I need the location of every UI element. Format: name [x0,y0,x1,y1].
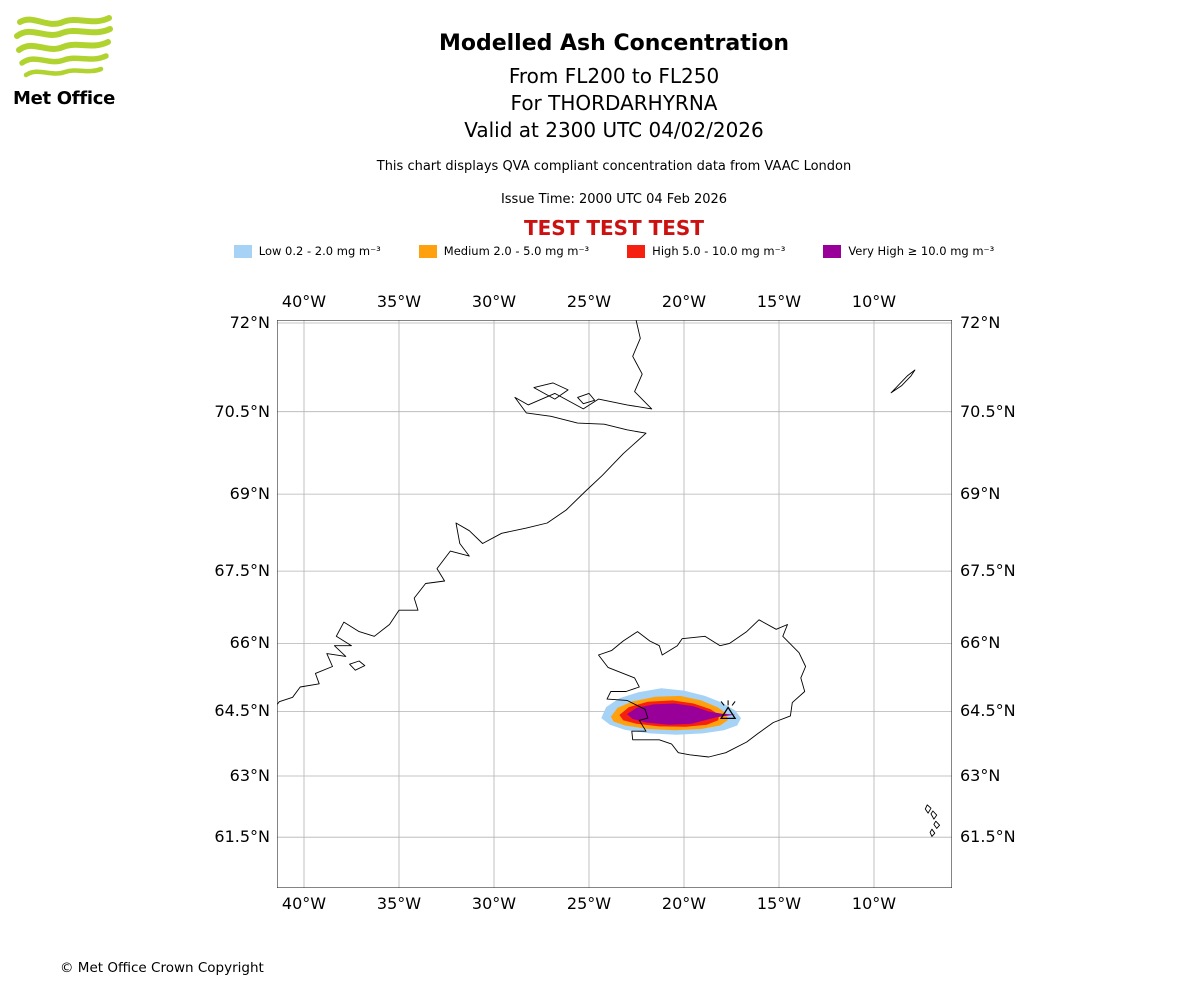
logo-wave-icon [23,66,104,78]
lon-tick-label-bottom: 20°W [661,894,707,913]
coastline-greenland [277,320,653,706]
lon-tick-label-bottom: 40°W [281,894,327,913]
volcano-marker [719,700,737,720]
lat-tick-label-right: 69°N [960,484,1001,504]
legend-swatch-high [627,244,646,258]
logo-wave-icon [14,26,113,39]
subtitle-volcano: For THORDARHYRNA [510,91,718,115]
legend-item-very_high: Very High ≥ 10.0 mg m⁻³ [823,244,994,258]
lon-tick-label-bottom: 10°W [851,894,897,913]
lon-tick-label-bottom: 25°W [566,894,612,913]
volcano-triangle-icon [719,706,737,720]
coastline-scoresby-island [577,392,596,405]
coastline-faroe-4 [929,828,936,837]
lat-tick-label-left: 72°N [229,312,270,332]
subtitle-flight-levels: From FL200 to FL250 [508,64,720,88]
test-banner: TEST TEST TEST [524,216,704,240]
legend-item-high: High 5.0 - 10.0 mg m⁻³ [627,244,785,258]
lat-tick-label-right: 64.5°N [960,701,1016,721]
logo-wave-icon [17,15,112,27]
lon-tick-label-top: 30°W [471,292,517,311]
lon-tick-label-top: 10°W [851,292,897,311]
lat-tick-label-left: 69°N [229,484,270,504]
legend-label-medium: Medium 2.0 - 5.0 mg m⁻³ [443,244,590,258]
coastline-faroe-1 [924,804,932,814]
logo-waves-icon [14,15,113,78]
lat-tick-label-left: 70.5°N [214,401,270,421]
lat-tick-label-right: 63°N [960,765,1001,785]
lon-tick-label-bottom: 15°W [756,894,802,913]
map-border [277,320,952,888]
legend-swatch-medium [418,244,437,258]
logo-wave-icon [16,39,111,53]
legend-label-high: High 5.0 - 10.0 mg m⁻³ [652,244,786,258]
page-title: Modelled Ash Concentration [438,31,790,56]
lon-tick-label-top: 15°W [756,292,802,311]
coastline-ammassalik-island [349,660,366,671]
lat-tick-label-left: 64.5°N [214,701,270,721]
volcano-eruption-rays-icon [720,700,736,706]
logo-wordmark: Met Office [13,88,116,109]
legend-item-medium: Medium 2.0 - 5.0 mg m⁻³ [418,244,590,258]
legend-item-low: Low 0.2 - 2.0 mg m⁻³ [233,244,381,258]
lat-tick-label-left: 67.5°N [214,561,270,581]
legend-label-very_high: Very High ≥ 10.0 mg m⁻³ [848,244,995,258]
copyright-notice: © Met Office Crown Copyright [60,960,264,976]
legend-swatch-low [233,244,252,258]
lat-tick-label-left: 66°N [229,633,270,653]
qva-note: This chart displays QVA compliant concen… [376,159,852,174]
coastline-jan-mayen [890,369,916,394]
lat-tick-label-right: 61.5°N [960,827,1016,847]
issue-time: Issue Time: 2000 UTC 04 Feb 2026 [500,192,728,207]
lon-tick-label-top: 40°W [281,292,327,311]
legend: Low 0.2 - 2.0 mg m⁻³ Medium 2.0 - 5.0 mg … [14,244,1200,258]
legend-swatch-very_high [823,244,842,258]
ash-map [277,320,952,888]
ash-contour-very_high [627,703,736,725]
lat-tick-label-right: 66°N [960,633,1001,653]
coastline-iceland [598,619,807,758]
lon-tick-label-bottom: 30°W [471,894,517,913]
legend-label-low: Low 0.2 - 2.0 mg m⁻³ [258,244,381,258]
lon-tick-label-top: 20°W [661,292,707,311]
logo-wave-icon [19,53,109,66]
coastline-milne-land [533,382,569,400]
coastline-faroe-2 [930,810,938,820]
lat-tick-label-right: 72°N [960,312,1001,332]
lat-tick-label-right: 67.5°N [960,561,1016,581]
coastline-faroe-3 [933,820,941,829]
lon-tick-label-top: 35°W [376,292,422,311]
lat-tick-label-right: 70.5°N [960,401,1016,421]
lat-tick-label-left: 63°N [229,765,270,785]
met-office-logo [14,15,113,78]
lon-tick-label-bottom: 35°W [376,894,422,913]
lon-tick-label-top: 25°W [566,292,612,311]
subtitle-valid-time: Valid at 2300 UTC 04/02/2026 [464,118,764,142]
lat-tick-label-left: 61.5°N [214,827,270,847]
